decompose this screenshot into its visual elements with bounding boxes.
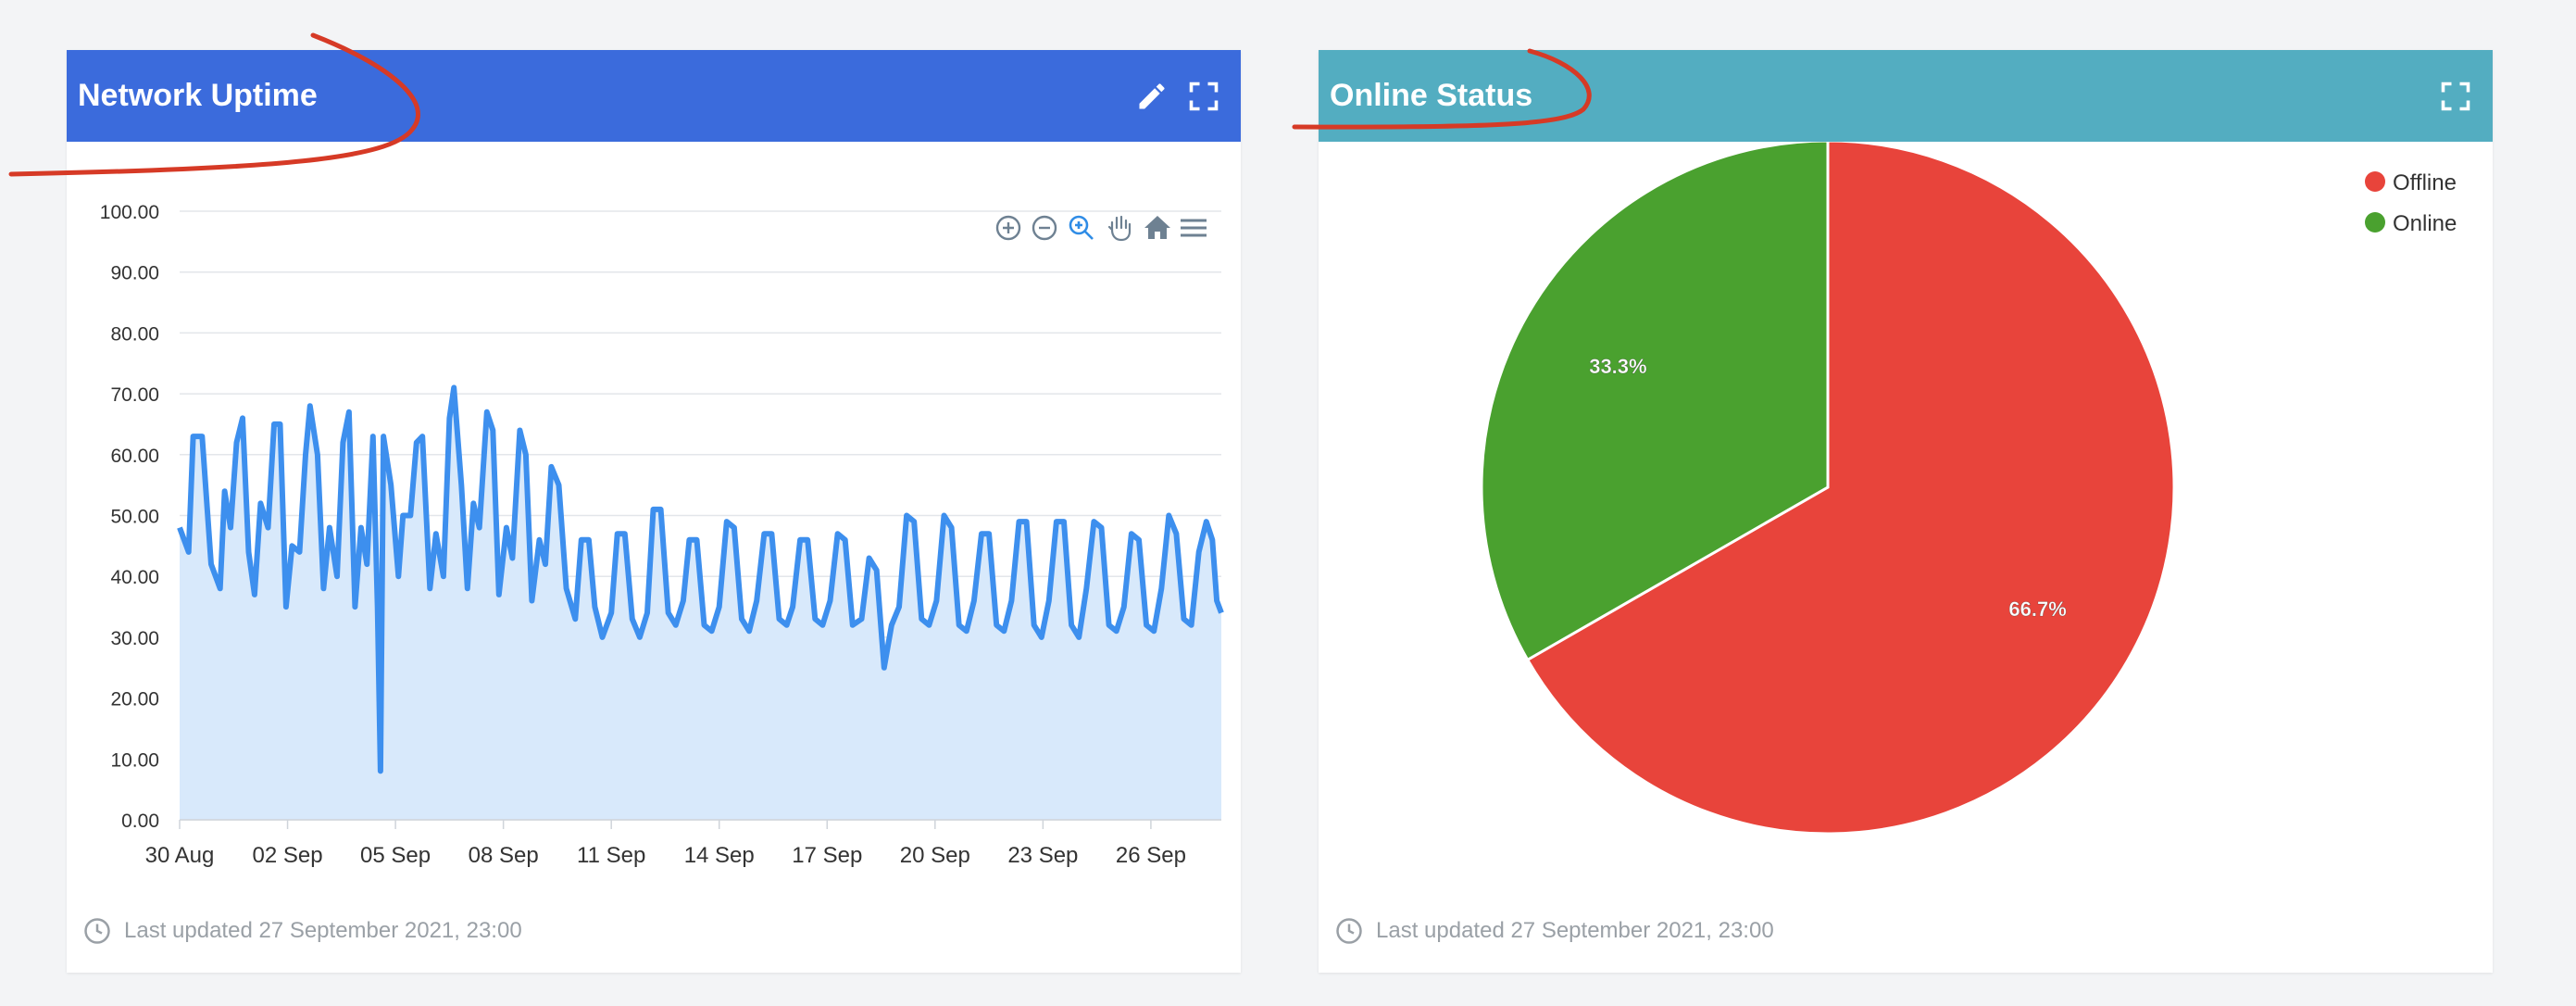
y-tick-label: 90.00: [110, 263, 159, 284]
network-uptime-panel: Network Uptime 0.00 10.00 20.00 30.00 40.00 5…: [67, 50, 1241, 973]
panel-title: Network Uptime: [78, 78, 318, 113]
fullscreen-icon[interactable]: [2439, 80, 2472, 113]
last-updated-text: Last updated 27 September 2021, 23:00: [1376, 918, 1774, 943]
y-tick-label: 20.00: [110, 689, 159, 710]
panel-title: Online Status: [1330, 78, 1533, 113]
menu-icon[interactable]: [1181, 219, 1207, 237]
legend-item-offline[interactable]: Offline: [2365, 170, 2457, 195]
x-tick-label: 26 Sep: [1116, 843, 1186, 868]
uptime-line: [177, 384, 1224, 774]
zoom-out-icon[interactable]: [1032, 215, 1057, 241]
legend-label: Online: [2393, 211, 2457, 236]
legend-label: Offline: [2393, 170, 2457, 195]
y-tick-label: 70.00: [110, 384, 159, 406]
y-tick-label: 0.00: [121, 811, 159, 832]
x-tick-label: 05 Sep: [360, 843, 431, 868]
network-uptime-header: Network Uptime: [67, 50, 1241, 142]
last-updated: Last updated 27 September 2021, 23:00: [83, 917, 522, 945]
x-tick-label: 14 Sep: [684, 843, 755, 868]
status-pie-chart: 66.7% 33.3% Offline Online: [1319, 142, 2493, 901]
pie-slice-online[interactable]: [1480, 142, 1830, 662]
chart-toolbar: [995, 215, 1207, 242]
y-tick-label: 10.00: [110, 749, 159, 771]
x-tick-label: 08 Sep: [469, 843, 539, 868]
fullscreen-icon[interactable]: [1187, 80, 1220, 113]
x-tick-label: 20 Sep: [900, 843, 970, 868]
y-tick-label: 40.00: [110, 567, 159, 588]
pencil-icon[interactable]: [1135, 80, 1169, 113]
y-tick-label: 50.00: [110, 507, 159, 528]
x-tick-label: 23 Sep: [1007, 843, 1078, 868]
clock-icon: [1336, 918, 1362, 944]
y-tick-label: 60.00: [110, 446, 159, 467]
pie-slice-offline[interactable]: [1525, 142, 2176, 836]
selection-zoom-icon[interactable]: [1069, 215, 1094, 240]
pie-data-label: 33.3%: [1589, 355, 1646, 378]
pan-hand-icon[interactable]: [1107, 215, 1132, 242]
online-status-header: Online Status: [1319, 50, 2493, 142]
y-tick-label: 100.00: [100, 202, 159, 223]
x-tick-label: 02 Sep: [253, 843, 323, 868]
online-status-panel: Online Status 66.7% 33.3% Offline Online La…: [1319, 50, 2493, 973]
zoom-in-icon[interactable]: [995, 215, 1021, 241]
pie-data-label: 66.7%: [2008, 597, 2066, 621]
y-tick-label: 80.00: [110, 323, 159, 345]
y-tick-label: 30.00: [110, 628, 159, 649]
x-tick-label: 30 Aug: [145, 843, 215, 868]
last-updated-text: Last updated 27 September 2021, 23:00: [124, 918, 522, 943]
x-tick-label: 11 Sep: [577, 843, 645, 868]
last-updated: Last updated 27 September 2021, 23:00: [1335, 917, 1774, 945]
x-tick-label: 17 Sep: [792, 843, 862, 868]
clock-icon: [84, 918, 110, 944]
pie-legend: Offline Online: [2365, 170, 2457, 236]
reset-home-icon[interactable]: [1144, 216, 1170, 239]
legend-item-online[interactable]: Online: [2365, 211, 2457, 236]
uptime-chart: 0.00 10.00 20.00 30.00 40.00 50.00 60.00 70.00 8…: [67, 142, 1241, 901]
